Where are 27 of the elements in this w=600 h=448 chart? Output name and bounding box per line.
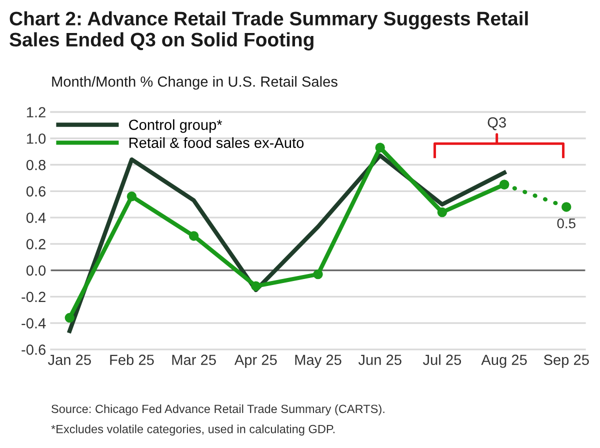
x-tick-label: Sep 25 — [544, 354, 589, 368]
y-tick-label: -0.6 — [22, 344, 46, 355]
x-tick-label: Apr 25 — [234, 354, 277, 368]
legend-label: Control group* — [129, 119, 222, 133]
x-tick-label: Mar 25 — [172, 354, 216, 366]
data-label: 0.5 — [557, 218, 576, 228]
annotation: Q3 — [488, 117, 506, 130]
y-tick-label: 1.0 — [26, 133, 46, 144]
x-tick-label: Aug 25 — [481, 354, 527, 368]
y-tick-label: 0.6 — [26, 186, 46, 197]
chart-title: Chart 2: Advance Retail Trade Summary Suggests Retail Sales Ended Q3 on Solid Footing — [10, 11, 528, 50]
x-tick-label: Feb 25 — [110, 354, 154, 366]
y-tick-label: 0.4 — [26, 212, 46, 223]
x-tick-label: May 25 — [295, 354, 342, 368]
y-tick-label: 0.8 — [26, 160, 46, 170]
y-tick-label: 1.2 — [26, 107, 46, 118]
source-note: Source: Chicago Fed Advance Retail Trade Summary (CARTS). — [52, 404, 384, 416]
legend-label: Retail & food sales ex-Auto — [129, 137, 304, 148]
y-tick-label: -0.2 — [22, 292, 46, 302]
x-tick-label: Jan 25 — [48, 354, 91, 366]
y-tick-label: 0.0 — [26, 265, 46, 276]
x-tick-label: Jul 25 — [422, 354, 462, 366]
chart-subtitle: Month/Month % Change in U.S. Retail Sales — [52, 76, 338, 90]
y-tick-label: 0.2 — [26, 239, 46, 250]
y-tick-label: -0.4 — [22, 318, 46, 328]
x-tick-label: Jun 25 — [358, 354, 402, 366]
text: *Excludes volatile categories, used in calculating GDP. — [51, 424, 335, 436]
